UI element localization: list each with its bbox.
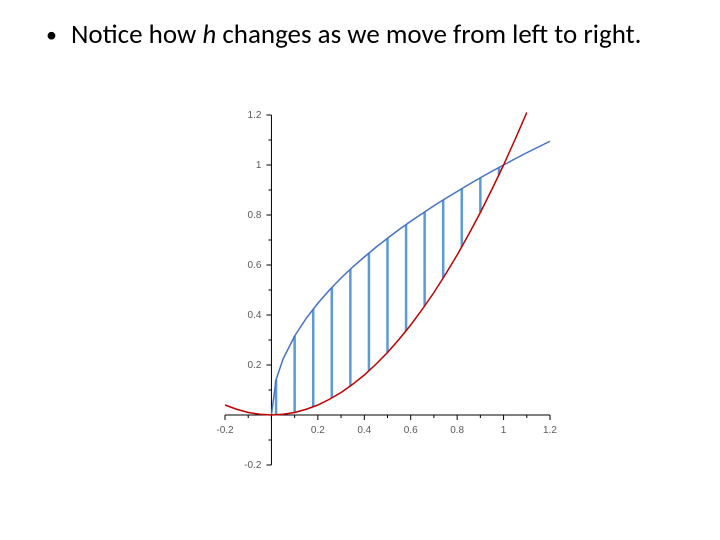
bullet-text-var: h <box>202 18 216 51</box>
svg-text:-0.2: -0.2 <box>216 425 234 436</box>
svg-text:1.2: 1.2 <box>543 425 557 436</box>
svg-text:0.4: 0.4 <box>357 425 371 436</box>
svg-text:1.2: 1.2 <box>248 110 262 121</box>
svg-text:1: 1 <box>256 160 262 171</box>
chart: -0.2 0.2 0.4 0.6 0.8 1 1.2 -0.2 0.2 0.4 0.6 0.8 1 1.2 <box>170 105 560 495</box>
svg-text:-0.2: -0.2 <box>244 460 262 471</box>
svg-text:0.6: 0.6 <box>404 425 418 436</box>
svg-text:0.4: 0.4 <box>248 310 262 321</box>
svg-text:0.8: 0.8 <box>248 210 262 221</box>
svg-text:0.2: 0.2 <box>248 360 262 371</box>
svg-text:1: 1 <box>501 425 507 436</box>
bullet-text: Notice how h changes as we move from lef… <box>71 18 642 52</box>
bullet-text-suffix: changes as we move from left to right. <box>216 18 641 51</box>
svg-text:0.8: 0.8 <box>450 425 464 436</box>
bullet-marker: • <box>46 18 57 52</box>
bullet-item: • Notice how h changes as we move from l… <box>46 18 674 52</box>
svg-text:0.6: 0.6 <box>248 260 262 271</box>
bullet-text-prefix: Notice how <box>71 18 202 51</box>
svg-text:0.2: 0.2 <box>311 425 325 436</box>
